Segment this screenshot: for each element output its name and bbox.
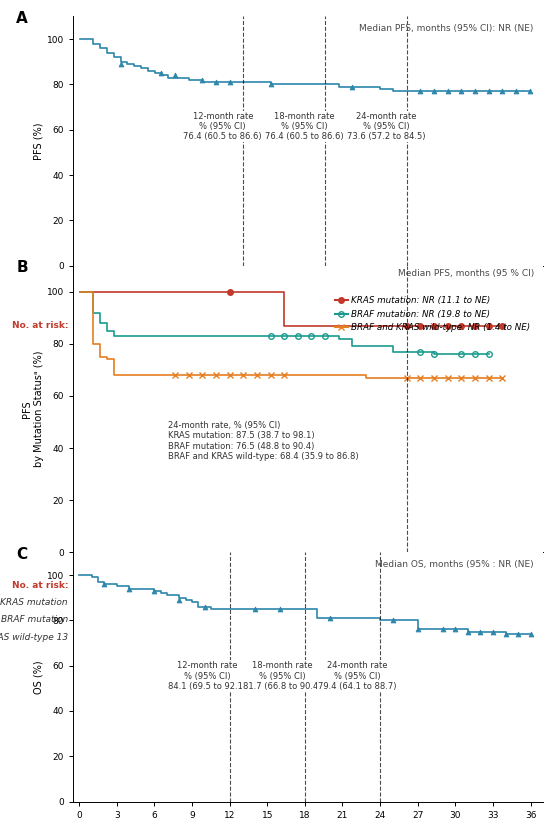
Text: 34: 34: [156, 321, 167, 330]
Text: 3: 3: [445, 598, 451, 607]
Text: 24-month rate
% (95% CI)
79.4 (64.1 to 88.7): 24-month rate % (95% CI) 79.4 (64.1 to 8…: [318, 661, 397, 691]
Text: 26: 26: [360, 321, 372, 330]
Text: 14: 14: [278, 615, 290, 624]
Text: 27: 27: [278, 321, 290, 330]
Text: 7: 7: [322, 598, 328, 607]
X-axis label: Time (months): Time (months): [268, 290, 348, 299]
Legend: KRAS mutation: NR (11.1 to NE), BRAF mutation: NR (19.8 to NE), BRAF and KRAS wi: KRAS mutation: NR (11.1 to NE), BRAF mut…: [332, 293, 534, 335]
Text: 17: 17: [74, 615, 85, 624]
Text: 6: 6: [322, 632, 328, 641]
Text: 14: 14: [442, 321, 454, 330]
Text: 7: 7: [281, 598, 287, 607]
X-axis label: Time (months): Time (months): [268, 576, 348, 586]
Text: 13: 13: [401, 615, 413, 624]
Text: BRAF mutation: BRAF mutation: [1, 615, 68, 624]
Text: 13: 13: [360, 615, 372, 624]
Text: 15: 15: [115, 615, 126, 624]
Text: 31: 31: [197, 321, 208, 330]
Text: 7: 7: [199, 632, 205, 641]
Y-axis label: PFS (%): PFS (%): [34, 122, 44, 160]
Text: 18-month rate
% (95% CI)
81.7 (66.8 to 90.4): 18-month rate % (95% CI) 81.7 (66.8 to 9…: [243, 661, 321, 691]
Y-axis label: PFS
by Mutation Statusᵃ (%): PFS by Mutation Statusᵃ (%): [22, 351, 44, 467]
Text: 10: 10: [115, 598, 126, 607]
Text: 10: 10: [115, 632, 126, 641]
Text: 28: 28: [237, 321, 249, 330]
Text: 27: 27: [319, 321, 331, 330]
Text: 6: 6: [281, 632, 287, 641]
Text: KRAS mutation: KRAS mutation: [1, 598, 68, 607]
Text: 14: 14: [197, 615, 208, 624]
Text: 12-month rate
% (95% CI)
76.4 (60.5 to 86.6): 12-month rate % (95% CI) 76.4 (60.5 to 8…: [184, 111, 262, 142]
Text: 25: 25: [401, 321, 413, 330]
Text: 8: 8: [158, 632, 164, 641]
Text: 14: 14: [319, 615, 331, 624]
Text: A: A: [16, 11, 28, 26]
Text: 6: 6: [363, 632, 369, 641]
Text: 7: 7: [240, 598, 246, 607]
Text: 15: 15: [156, 615, 167, 624]
Text: 6: 6: [404, 598, 410, 607]
Text: 0: 0: [527, 598, 533, 607]
Text: 10: 10: [156, 598, 167, 607]
Text: 14: 14: [237, 615, 249, 624]
Text: 45: 45: [74, 321, 85, 330]
Text: No. at risk:: No. at risk:: [12, 321, 68, 330]
Text: 24-month rate
% (95% CI)
73.6 (57.2 to 84.5): 24-month rate % (95% CI) 73.6 (57.2 to 8…: [347, 111, 426, 142]
Text: 24-month rate, % (95% CI)
KRAS mutation: 87.5 (38.7 to 98.1)
BRAF mutation: 76.5: 24-month rate, % (95% CI) KRAS mutation:…: [168, 421, 359, 461]
Text: 4: 4: [445, 632, 451, 641]
Text: 6: 6: [240, 632, 246, 641]
Text: Median PFS, months (95 % CI): Median PFS, months (95 % CI): [398, 268, 534, 277]
Text: 0: 0: [527, 632, 533, 641]
Text: 1: 1: [486, 632, 492, 641]
Text: No. at risk:: No. at risk:: [12, 581, 68, 590]
Text: C: C: [16, 547, 27, 562]
Text: 0: 0: [527, 615, 533, 624]
Text: 3: 3: [486, 615, 492, 624]
Text: 9: 9: [199, 598, 205, 607]
Text: Median OS, months (95% : NR (NE): Median OS, months (95% : NR (NE): [375, 560, 534, 569]
Text: 7: 7: [445, 615, 451, 624]
Text: 0: 0: [527, 321, 533, 330]
Text: 12-month rate
% (95% CI)
84.1 (69.5 to 92.1): 12-month rate % (95% CI) 84.1 (69.5 to 9…: [168, 661, 246, 691]
Text: Median PFS, months (95% CI): NR (NE): Median PFS, months (95% CI): NR (NE): [360, 24, 534, 33]
Text: B: B: [16, 260, 28, 275]
Text: 37: 37: [115, 321, 126, 330]
Text: 6: 6: [486, 321, 492, 330]
Text: 10: 10: [74, 598, 85, 607]
Text: 7: 7: [363, 598, 369, 607]
Text: 13: 13: [74, 632, 85, 641]
Text: BRAF and KRAS wild-type 13: BRAF and KRAS wild-type 13: [0, 632, 68, 641]
Y-axis label: OS (%): OS (%): [34, 660, 44, 694]
Text: 2: 2: [486, 598, 492, 607]
Text: 18-month rate
% (95% CI)
76.4 (60.5 to 86.6): 18-month rate % (95% CI) 76.4 (60.5 to 8…: [265, 111, 344, 142]
Text: 6: 6: [404, 632, 410, 641]
